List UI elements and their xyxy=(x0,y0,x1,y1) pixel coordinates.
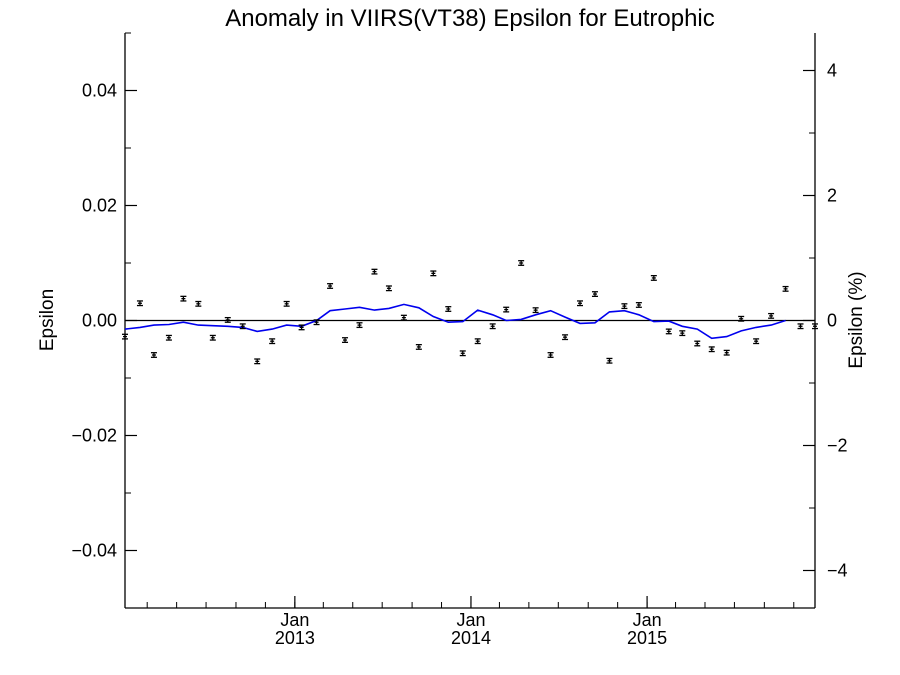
data-point xyxy=(738,315,745,322)
data-point xyxy=(283,300,290,307)
x-tick-label-year: 2015 xyxy=(627,628,667,648)
data-point xyxy=(503,306,510,313)
y-tick-label-left: 0.00 xyxy=(82,311,117,331)
data-point xyxy=(150,352,157,358)
data-point xyxy=(753,338,760,345)
plot-area: −0.04−0.020.000.020.04−4−2024Jan2013Jan2… xyxy=(71,32,848,648)
data-point xyxy=(254,358,261,365)
data-point xyxy=(445,306,452,312)
data-point xyxy=(430,270,437,277)
data-point xyxy=(621,303,628,310)
data-point xyxy=(474,338,481,345)
data-point xyxy=(577,300,584,307)
data-point xyxy=(708,346,715,353)
data-point xyxy=(606,357,613,364)
data-point xyxy=(797,323,804,330)
data-point xyxy=(298,324,305,331)
y-axis-label-right: Epsilon (%) xyxy=(846,271,867,368)
data-point xyxy=(679,330,686,337)
x-tick-label-month: Jan xyxy=(280,610,309,630)
trend-line xyxy=(124,303,786,340)
data-point xyxy=(224,316,231,323)
data-point xyxy=(532,307,539,314)
data-point xyxy=(327,283,334,289)
data-point xyxy=(635,302,642,308)
x-tick-label-month: Jan xyxy=(456,610,485,630)
x-tick-label-year: 2013 xyxy=(275,628,315,648)
y-tick-label-left: 0.02 xyxy=(82,196,117,216)
y-tick-label-right: 4 xyxy=(827,61,837,81)
data-point xyxy=(342,337,349,344)
y-tick-label-left: 0.04 xyxy=(82,81,117,101)
data-point xyxy=(591,291,598,298)
chart-title: Anomaly in VIIRS(VT38) Epsilon for Eutro… xyxy=(225,5,715,32)
y-axis-label-left: Epsilon xyxy=(37,289,58,351)
data-point xyxy=(782,285,789,292)
data-point xyxy=(209,334,216,341)
data-point xyxy=(459,350,466,357)
data-point xyxy=(415,343,422,350)
data-point xyxy=(385,285,392,292)
data-point xyxy=(400,314,407,321)
data-point xyxy=(356,322,363,329)
data-point xyxy=(768,312,775,319)
data-point xyxy=(239,323,246,330)
data-point xyxy=(180,295,187,302)
data-point xyxy=(313,319,320,326)
data-point xyxy=(547,352,554,358)
data-point xyxy=(694,340,701,347)
data-point xyxy=(665,328,672,335)
y-tick-label-right: 2 xyxy=(827,186,837,206)
data-point xyxy=(371,268,378,275)
x-tick-label-year: 2014 xyxy=(451,628,491,648)
data-point xyxy=(195,300,202,307)
x-tick-label-month: Jan xyxy=(633,610,662,630)
data-point xyxy=(136,300,143,307)
y-tick-label-right: −2 xyxy=(827,436,848,456)
data-point xyxy=(269,338,276,345)
data-point xyxy=(812,323,818,330)
data-point xyxy=(562,334,569,341)
data-point xyxy=(489,323,496,330)
y-tick-label-right: −4 xyxy=(827,561,848,581)
data-point xyxy=(122,333,128,340)
data-point xyxy=(518,260,525,266)
y-tick-label-left: −0.02 xyxy=(71,426,117,446)
data-point xyxy=(723,349,730,356)
data-point xyxy=(165,334,172,341)
data-point xyxy=(650,274,657,281)
y-tick-label-right: 0 xyxy=(827,311,837,331)
y-tick-label-left: −0.04 xyxy=(71,541,117,561)
